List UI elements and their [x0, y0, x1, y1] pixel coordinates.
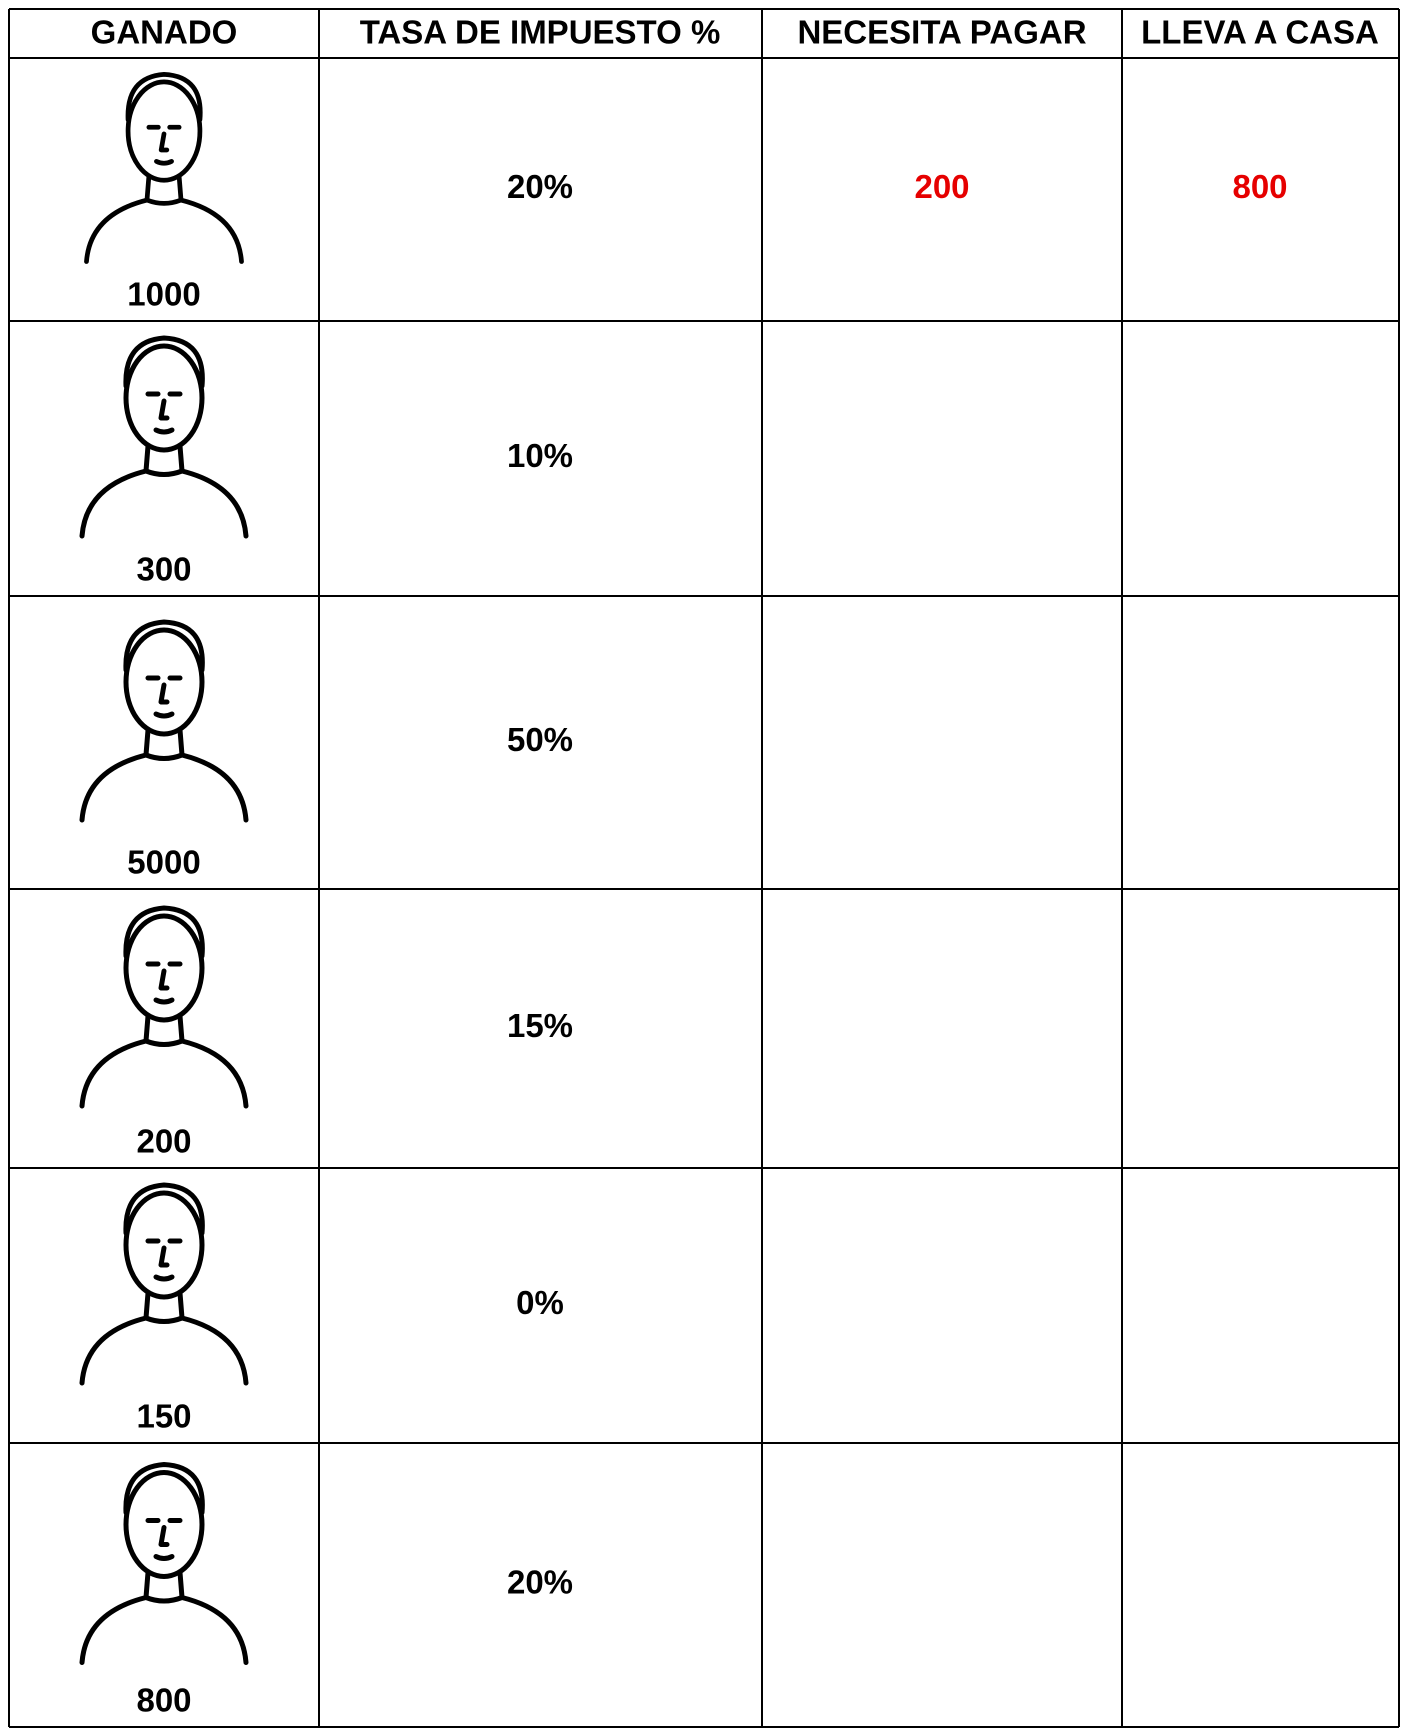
header-cell: GANADO [91, 14, 238, 51]
take-home: 800 [1232, 168, 1287, 205]
tax-table: GANADO TASA DE IMPUESTO % NECESITA PAGAR LL… [0, 0, 1408, 1730]
tax-rate: 20% [507, 1564, 573, 1601]
portrait [82, 908, 246, 1106]
portrait [82, 1185, 246, 1383]
earned-amount: 5000 [127, 844, 200, 881]
tax-rate: 20% [507, 168, 573, 205]
portrait [82, 338, 246, 536]
tax-rate: 15% [507, 1007, 573, 1044]
table-grid [9, 9, 1399, 1727]
portrait [82, 622, 246, 820]
header-cell: LLEVA A CASA [1141, 14, 1379, 51]
earned-amount: 300 [136, 551, 191, 588]
page: {"table": { "header": ["GANADO", "TASA D… [0, 0, 1408, 1730]
earned-amount: 800 [136, 1682, 191, 1719]
portrait [82, 1465, 246, 1663]
portrait [86, 74, 241, 261]
tax-rate: 10% [507, 437, 573, 474]
earned-amount: 1000 [127, 276, 200, 313]
tax-due: 200 [914, 168, 969, 205]
tax-rate: 50% [507, 721, 573, 758]
tax-rate: 0% [516, 1284, 564, 1321]
earned-amount: 150 [136, 1398, 191, 1435]
header-cell: NECESITA PAGAR [797, 14, 1086, 51]
header-cell: TASA DE IMPUESTO % [360, 14, 721, 51]
earned-amount: 200 [136, 1123, 191, 1160]
